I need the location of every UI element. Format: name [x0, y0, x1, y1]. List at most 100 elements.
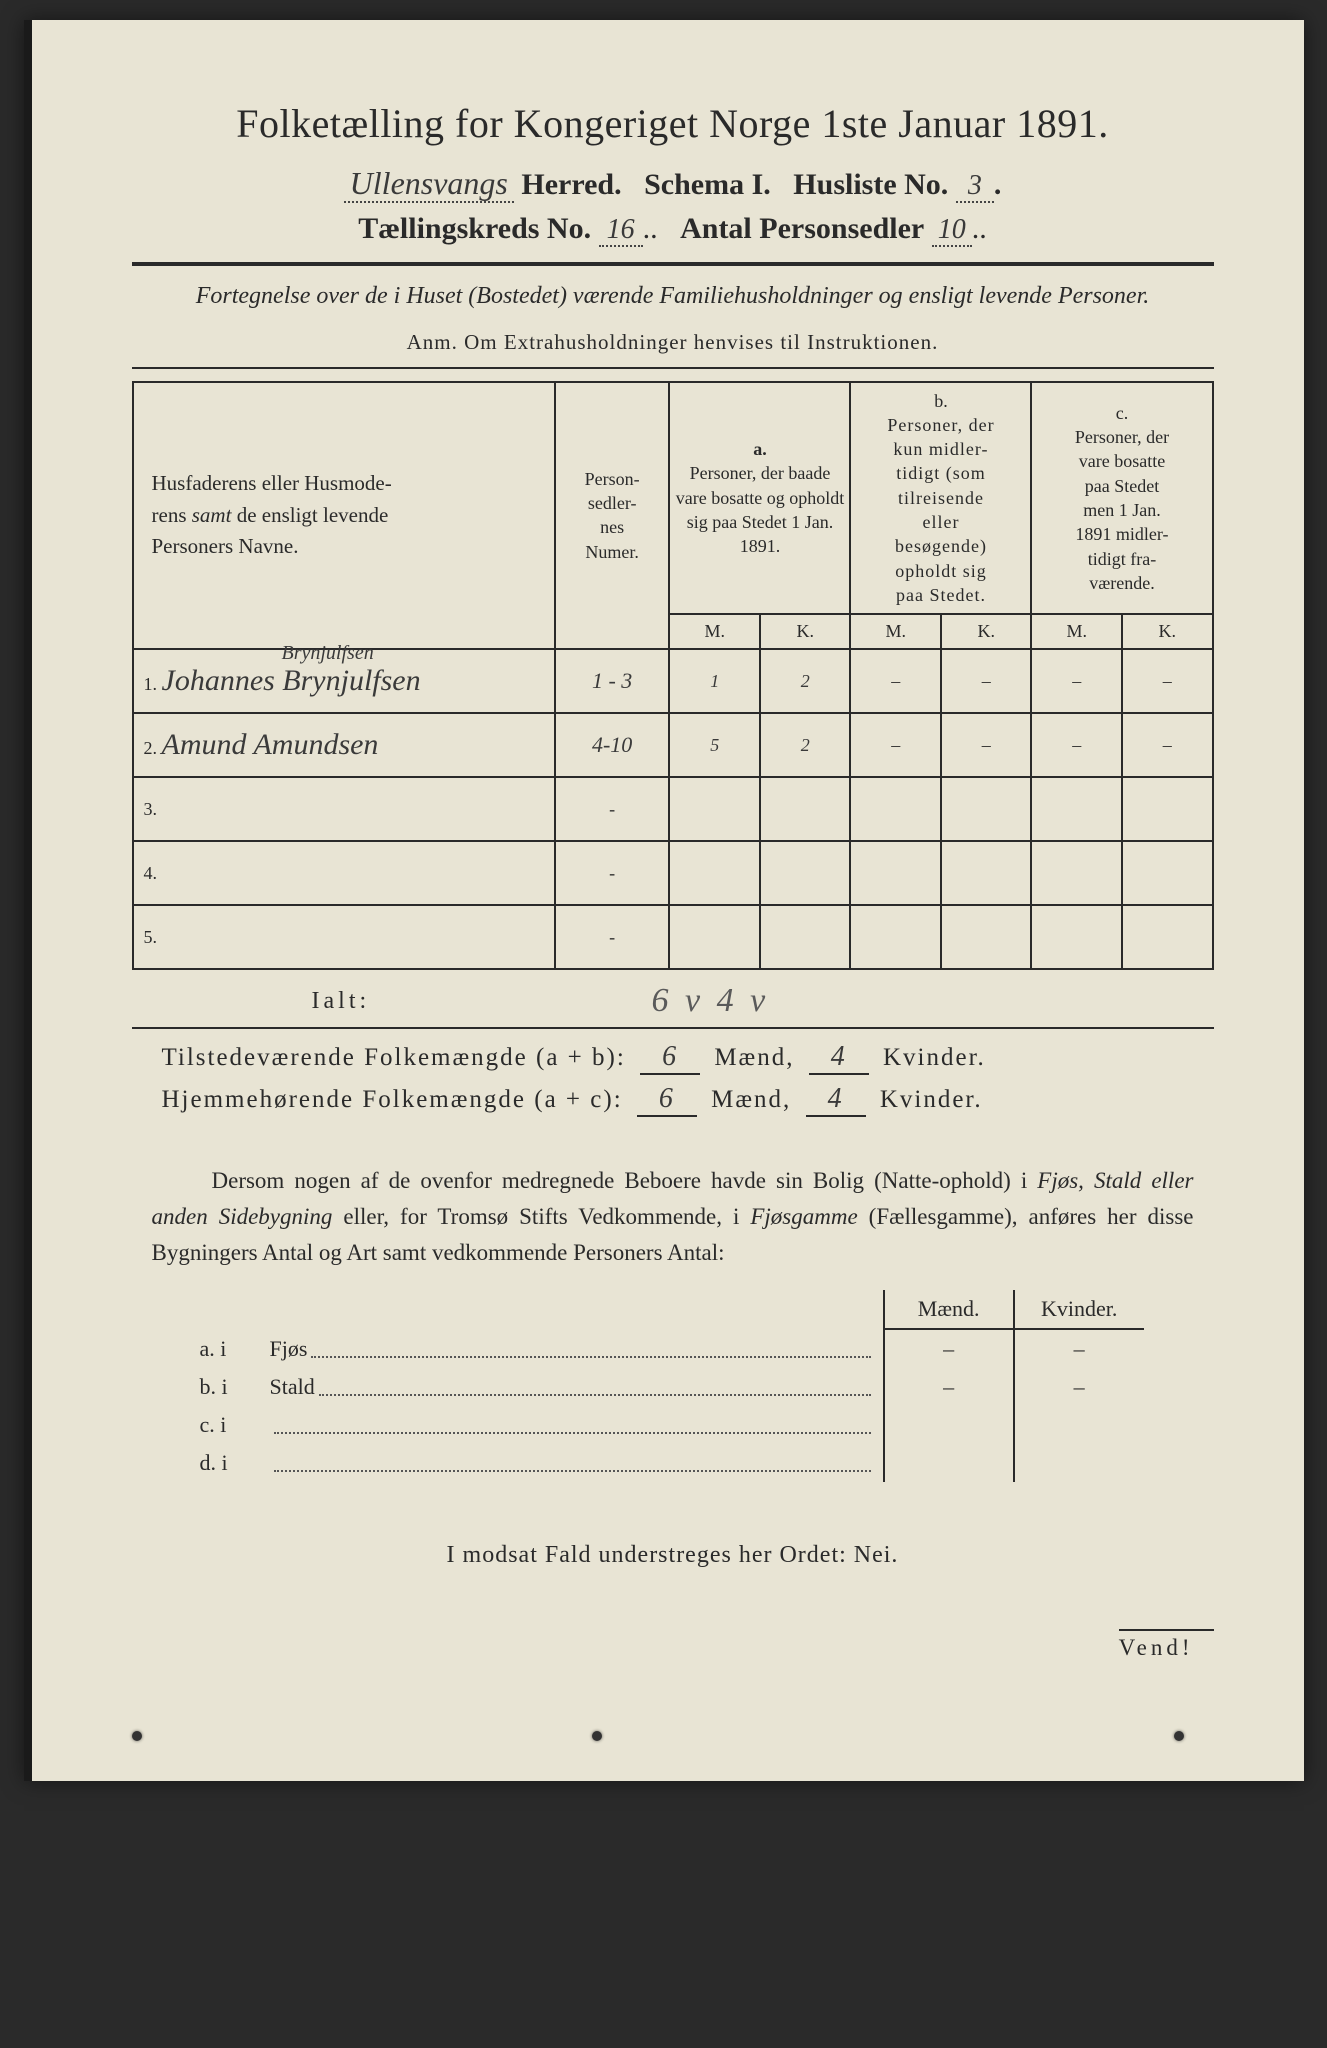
row4-name: 4.: [133, 841, 555, 905]
kreds-label: Tællingskreds No.: [358, 212, 591, 245]
table-row: 4. -: [133, 841, 1213, 905]
husliste-no: 3: [956, 170, 994, 203]
lower-a-m: –: [884, 1329, 1014, 1368]
lower-c-key: c. i: [192, 1406, 262, 1444]
row1-superscript: Brynjulfsen: [282, 642, 374, 665]
lower-b-m: –: [884, 1368, 1014, 1406]
antal-label: Antal Personsedler: [680, 212, 924, 245]
totals1-m: 6: [640, 1041, 700, 1075]
row3-num: -: [555, 777, 670, 841]
col-personsedler-header: Person-sedler-nesNumer.: [555, 382, 670, 650]
row1-am: 1: [669, 649, 760, 713]
table-row: 1. Brynjulfsen Johannes Brynjulfsen 1 - …: [133, 649, 1213, 713]
table-row: 5. -: [133, 905, 1213, 969]
row1-bk: –: [941, 649, 1032, 713]
col-a-header: a. Personer, der baade vare bosatte og o…: [669, 382, 850, 615]
lower-kvinder-header: Kvinder.: [1014, 1290, 1144, 1329]
lower-row: b. i Stald – –: [192, 1368, 1144, 1406]
census-page: Folketælling for Kongeriget Norge 1ste J…: [24, 20, 1304, 1781]
col-c-k: K.: [1122, 614, 1213, 649]
table-row: 3. -: [133, 777, 1213, 841]
ialt-row: Ialt: 6 v 4 v: [132, 988, 1214, 1015]
row2-bk: –: [941, 713, 1032, 777]
totals2-k: 4: [806, 1083, 866, 1117]
col-c-header: c. Personer, dervare bosattepaa Stedetme…: [1031, 382, 1212, 615]
lower-b-key: b. i: [192, 1368, 262, 1406]
ialt-handwritten: 6 v 4 v: [652, 982, 770, 1020]
lower-row: c. i: [192, 1406, 1144, 1444]
col-a-m: M.: [669, 614, 760, 649]
col-a-text: Personer, der baade vare bosatte og opho…: [676, 463, 844, 556]
lower-row: a. i Fjøs – –: [192, 1329, 1144, 1368]
pinhole-icon: [592, 1731, 602, 1741]
main-table: Husfaderens eller Husmode-rens samt de e…: [132, 381, 1214, 971]
kreds-no: 16: [599, 214, 643, 247]
lower-b-label: Stald: [270, 1374, 315, 1400]
pinhole-icon: [132, 1731, 142, 1741]
totals1-k: 4: [809, 1041, 869, 1075]
husliste-label: Husliste No.: [793, 168, 948, 201]
table-row: 2. Amund Amundsen 4-10 5 2 – – – –: [133, 713, 1213, 777]
header-line-1: Ullensvangs Herred. Schema I. Husliste N…: [132, 165, 1214, 202]
schema-label: Schema I.: [644, 168, 771, 201]
pinhole-icon: [1174, 1731, 1184, 1741]
nei-line: I modsat Fald understreges her Ordet: Ne…: [132, 1542, 1214, 1569]
paragraph: Dersom nogen af de ovenfor medregnede Be…: [152, 1163, 1194, 1270]
rule-1: [132, 262, 1214, 266]
intro-text: Fortegnelse over de i Huset (Bostedet) v…: [192, 280, 1154, 314]
rule-3: [132, 1027, 1214, 1029]
col-b-k: K.: [941, 614, 1032, 649]
row2-ck: –: [1122, 713, 1213, 777]
totals-maend-1: Mænd,: [714, 1044, 794, 1071]
totals-kvinder-1: Kvinder.: [883, 1044, 986, 1071]
lower-table: Mænd. Kvinder. a. i Fjøs – – b. i Stald …: [192, 1290, 1144, 1482]
row2-am: 5: [669, 713, 760, 777]
row1-name: 1. Brynjulfsen Johannes Brynjulfsen: [133, 649, 555, 713]
row1-cm: –: [1031, 649, 1122, 713]
row2-name: 2. Amund Amundsen: [133, 713, 555, 777]
lower-maend-header: Mænd.: [884, 1290, 1014, 1329]
lower-d-key: d. i: [192, 1444, 262, 1482]
lower-b-f: –: [1014, 1368, 1144, 1406]
col-a-label: a.: [753, 439, 767, 459]
row5-name: 5.: [133, 905, 555, 969]
col-b-m: M.: [850, 614, 941, 649]
lower-a-key: a. i: [192, 1329, 262, 1368]
totals-maend-2: Mænd,: [711, 1086, 791, 1113]
col-b-header: b. Personer, derkun midler-tidigt (somti…: [850, 382, 1031, 615]
lower-row: d. i: [192, 1444, 1144, 1482]
row2-cm: –: [1031, 713, 1122, 777]
totals-line-2: Hjemmehørende Folkemængde (a + c): 6 Mæn…: [132, 1083, 1214, 1117]
row1-ak: 2: [760, 649, 851, 713]
row1-num: 1 - 3: [555, 649, 670, 713]
totals1-label: Tilstedeværende Folkemængde (a + b):: [162, 1044, 626, 1071]
totals-line-1: Tilstedeværende Folkemængde (a + b): 6 M…: [132, 1041, 1214, 1075]
header-line-2: Tællingskreds No. 16.. Antal Personsedle…: [132, 212, 1214, 246]
row2-ak: 2: [760, 713, 851, 777]
row2-num: 4-10: [555, 713, 670, 777]
rule-2: [132, 367, 1214, 369]
row5-num: -: [555, 905, 670, 969]
lower-a-label: Fjøs: [270, 1336, 308, 1362]
row1-ck: –: [1122, 649, 1213, 713]
col-c-m: M.: [1031, 614, 1122, 649]
totals2-m: 6: [637, 1083, 697, 1117]
row1-bm: –: [850, 649, 941, 713]
row2-bm: –: [850, 713, 941, 777]
ialt-label: Ialt:: [312, 988, 371, 1014]
lower-a-f: –: [1014, 1329, 1144, 1368]
row3-name: 3.: [133, 777, 555, 841]
totals2-label: Hjemmehørende Folkemængde (a + c):: [162, 1086, 623, 1113]
row4-num: -: [555, 841, 670, 905]
page-title: Folketælling for Kongeriget Norge 1ste J…: [132, 100, 1214, 147]
totals-kvinder-2: Kvinder.: [880, 1086, 983, 1113]
anm-text: Anm. Om Extrahusholdninger henvises til …: [132, 330, 1214, 355]
antal-no: 10: [932, 214, 972, 247]
herred-handwritten: Ullensvangs: [344, 165, 514, 203]
col-names-header: Husfaderens eller Husmode-rens samt de e…: [133, 382, 555, 650]
col-a-k: K.: [760, 614, 851, 649]
col-c-label: c.: [1116, 403, 1129, 423]
vend-label: Vend!: [1119, 1629, 1214, 1661]
col-b-label: b.: [934, 391, 948, 411]
herred-label: Herred.: [521, 168, 621, 201]
